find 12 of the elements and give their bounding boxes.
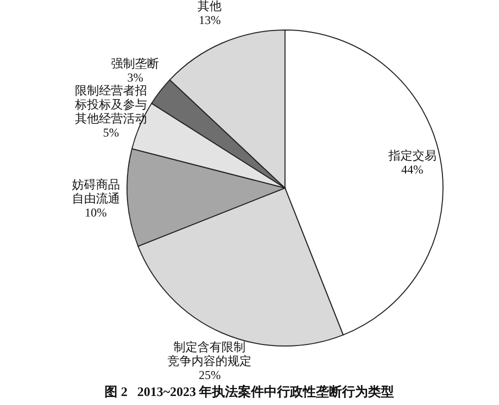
data-label: 13% [198, 12, 221, 27]
slice-label: 其他 [198, 0, 222, 13]
data-label: 10% [84, 206, 107, 220]
data-label: 25% [198, 368, 221, 382]
data-label: 44% [401, 162, 424, 176]
text: 图 2 2013~2023 年执法案件中行政性垄断行为类型 [104, 384, 394, 399]
data-label: 3% [127, 70, 144, 85]
slice-label: 指定交易 [387, 148, 436, 162]
slice-label: 强制垄断 [111, 56, 160, 71]
data-label: 5% [102, 125, 119, 140]
slice-label: 制定含有限制竞争内容的规定 [168, 340, 252, 368]
slice-label: 妨碍商品自由流通 [72, 178, 120, 206]
